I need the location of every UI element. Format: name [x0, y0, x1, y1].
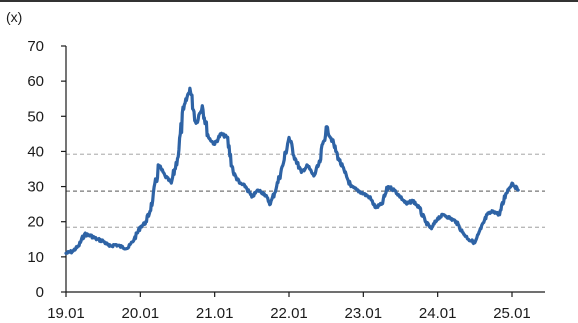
series-layer: [64, 86, 520, 255]
y-tick-label: 60: [27, 73, 44, 90]
x-tick-label: 22.01: [270, 305, 308, 322]
y-tick-label: 10: [27, 249, 44, 266]
y-tick-label: 30: [27, 179, 44, 196]
x-tick-label: 21.01: [196, 305, 234, 322]
y-tick-label: 40: [27, 143, 44, 160]
series-line: [64, 86, 520, 255]
x-axis-ticks: 19.01 20.01 21.01 22.01 23.01 24.01 25.01: [47, 292, 531, 322]
reference-lines: [66, 153, 545, 228]
x-tick-label: 23.01: [345, 305, 383, 322]
unit-label: (x): [6, 9, 22, 25]
x-tick-label: 24.01: [419, 305, 457, 322]
x-tick-label: 20.01: [122, 305, 160, 322]
y-tick-label: 0: [36, 284, 44, 301]
x-tick-label: 25.01: [493, 305, 531, 322]
y-axis-ticks: 0 10 20 30 40 50 60 70: [27, 38, 66, 301]
y-tick-label: 70: [27, 38, 44, 55]
y-tick-label: 50: [27, 108, 44, 125]
y-tick-label: 20: [27, 214, 44, 231]
x-tick-label: 19.01: [47, 305, 85, 322]
